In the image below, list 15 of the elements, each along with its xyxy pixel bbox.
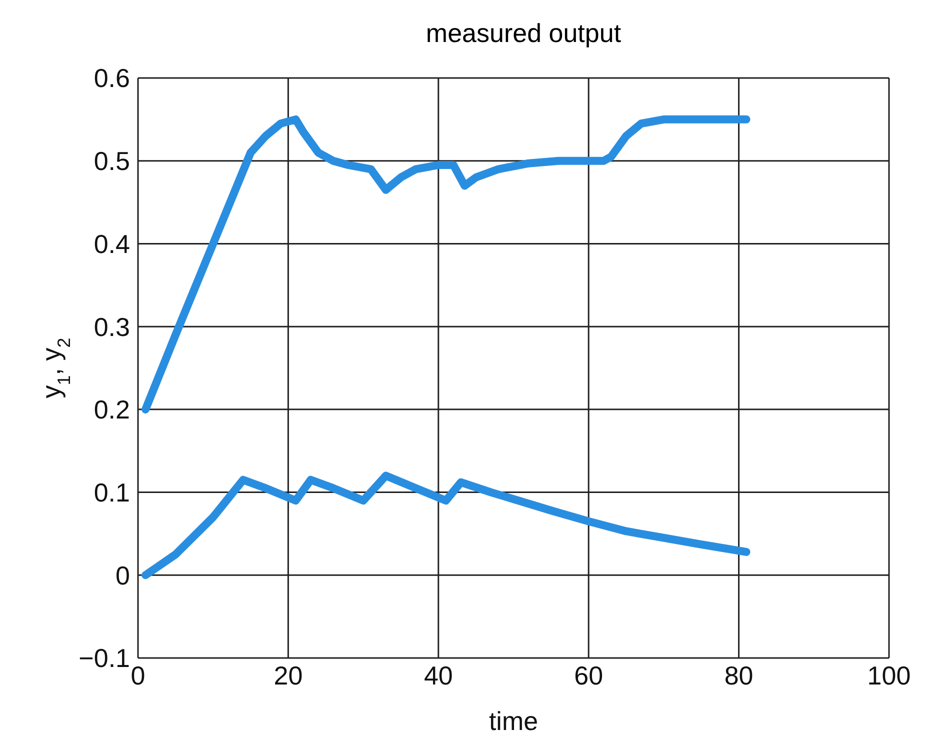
x-tick-label: 100 xyxy=(867,660,911,690)
y-tick-label: 0.6 xyxy=(94,63,130,94)
y-tick-label: 0.2 xyxy=(94,394,130,425)
x-tick-label: 80 xyxy=(724,660,754,690)
y-tick-label: 0.3 xyxy=(94,312,130,342)
x-tick-label: 40 xyxy=(424,660,453,690)
y-tick-label: 0.5 xyxy=(94,146,130,176)
x-tick-label: 60 xyxy=(574,660,604,690)
y-tick-label: 0.1 xyxy=(94,478,130,508)
chart-title: measured output xyxy=(424,17,622,50)
y-tick-label: 0.4 xyxy=(94,228,130,259)
y-tick-label: −0.1 xyxy=(78,643,130,674)
x-tick-label: 20 xyxy=(274,660,303,690)
x-axis-title: time xyxy=(488,706,538,736)
y-tick-label: 0 xyxy=(116,560,130,590)
